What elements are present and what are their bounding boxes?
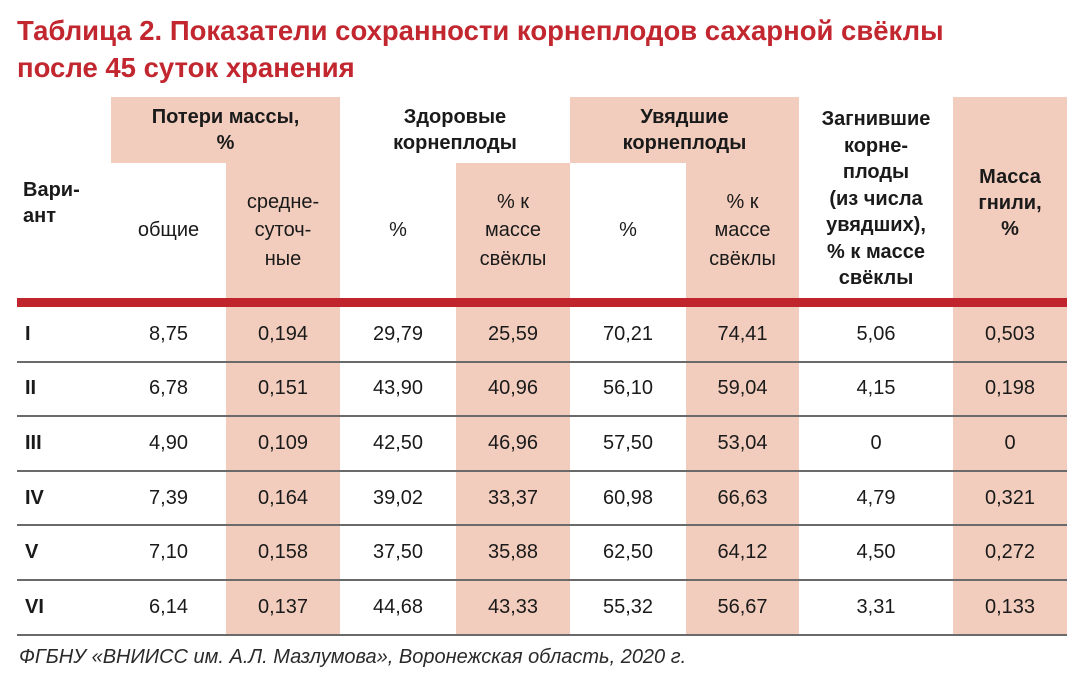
header-rot-mass: Масса гнили, %	[978, 166, 1042, 240]
table-cell-wilted-mass: 56,67	[717, 595, 768, 618]
rot-mass-column-bg	[953, 97, 1067, 635]
table-cell-daily: 0,158	[257, 541, 309, 564]
table-cell-wilted-pct: 62,50	[602, 541, 654, 564]
header-wilted: Увядшие корнеплоды	[622, 106, 747, 154]
table-cell-total: 8,75	[149, 322, 188, 345]
row-variant-cell: V	[25, 541, 39, 564]
row-variant-cell: III	[25, 431, 42, 454]
row-variant-cell: I	[25, 322, 31, 345]
table-cell-healthy-pct: 37,50	[372, 541, 424, 564]
table-cell-total: 6,14	[149, 595, 188, 618]
table-cell-wilted-pct: 70,21	[602, 322, 654, 345]
header-healthy-pct-mass: % к массе свёклы	[479, 190, 547, 270]
table-cell-rotten: 4,79	[856, 486, 896, 509]
table-cell-healthy-mass: 35,88	[487, 541, 539, 564]
table-cell-rot-mass: 0,321	[984, 486, 1036, 509]
table-cell-rotten: 4,50	[856, 541, 896, 564]
row-separator	[17, 360, 1067, 363]
row-separator	[17, 415, 1067, 418]
table-cell-rotten: 4,15	[856, 377, 896, 400]
header-variant: Вари- ант	[23, 179, 80, 227]
table-cell-healthy-pct: 39,02	[372, 486, 424, 509]
row-separator	[17, 633, 1067, 636]
healthy-mass-column-bg	[456, 163, 570, 635]
table-cell-healthy-mass: 43,33	[487, 595, 539, 618]
table-cell-wilted-mass: 53,04	[717, 431, 768, 454]
row-variant-cell: II	[25, 377, 37, 400]
table-cell-healthy-mass: 40,96	[487, 377, 539, 400]
title-line-1: Таблица 2. Показатели сохранности корнеп…	[17, 15, 944, 46]
header-healthy-pct: %	[389, 219, 407, 242]
table-cell-healthy-mass: 25,59	[487, 322, 539, 345]
table-cell-daily: 0,109	[257, 431, 309, 454]
header-rotten: Загнившие корне- плоды (из числа увядших…	[821, 108, 931, 290]
table-cell-daily: 0,151	[257, 377, 309, 400]
source-note: ФГБНУ «ВНИИСС им. А.Л. Мазлумова», Ворон…	[19, 646, 687, 668]
table-cell-total: 6,78	[149, 377, 188, 400]
table-cell-rotten: 3,31	[856, 595, 896, 618]
row-separator	[17, 579, 1067, 581]
header-healthy: Здоровые корнеплоды	[393, 106, 517, 154]
table-cell-rot-mass: 0,133	[984, 595, 1036, 618]
table-cell-daily: 0,137	[257, 595, 309, 618]
table-cell-wilted-pct: 56,10	[602, 377, 654, 400]
row-separator	[17, 469, 1067, 472]
table-cell-wilted-mass: 66,63	[717, 486, 768, 509]
header-wilted-pct-mass: % к массе свёклы	[709, 190, 776, 270]
table-cell-total: 7,39	[149, 486, 188, 509]
header-mass-loss-daily: средне- суточ- ные	[246, 190, 320, 270]
table-cell-wilted-pct: 60,98	[602, 486, 654, 509]
daily-column-bg	[226, 163, 340, 635]
mass-loss-header-bg	[111, 97, 340, 163]
table-cell-total: 7,10	[149, 541, 188, 564]
header-divider	[17, 298, 1067, 307]
row-variant-cell: IV	[25, 486, 44, 509]
header-mass-loss: Потери массы, %	[151, 106, 300, 154]
table-cell-rot-mass: 0,503	[984, 322, 1036, 345]
table-cell-daily: 0,194	[257, 322, 309, 345]
table-cell-healthy-mass: 46,96	[487, 431, 539, 454]
header-wilted-pct: %	[619, 219, 637, 242]
table-cell-healthy-pct: 42,50	[372, 431, 424, 454]
table-cell-rotten: 5,06	[856, 322, 896, 345]
table-title: Таблица 2. Показатели сохранности корнеп…	[17, 12, 1057, 86]
row-variant-cell: VI	[25, 595, 44, 618]
table-cell-wilted-pct: 55,32	[602, 595, 654, 618]
wilted-header-bg	[570, 97, 799, 163]
table-cell-healthy-pct: 29,79	[372, 322, 424, 345]
table-cell-healthy-mass: 33,37	[487, 486, 539, 509]
table-cell-wilted-mass: 64,12	[717, 541, 768, 564]
header-mass-loss-total: общие	[137, 219, 200, 242]
table-cell-healthy-pct: 44,68	[372, 595, 424, 618]
table-cell-rot-mass: 0	[1004, 431, 1016, 454]
table-cell-total: 4,90	[149, 431, 188, 454]
table-cell-wilted-mass: 59,04	[717, 377, 768, 400]
table-cell-rotten: 0	[870, 431, 882, 454]
table-cell-wilted-mass: 74,41	[717, 322, 768, 345]
title-line-2: после 45 суток хранения	[17, 52, 355, 83]
table-cell-wilted-pct: 57,50	[602, 431, 654, 454]
table-cell-healthy-pct: 43,90	[372, 377, 424, 400]
table-cell-rot-mass: 0,198	[984, 377, 1036, 400]
table-cell-daily: 0,164	[257, 486, 309, 509]
table-cell-rot-mass: 0,272	[984, 541, 1036, 564]
wilted-mass-column-bg	[686, 163, 799, 635]
row-separator	[17, 524, 1067, 527]
